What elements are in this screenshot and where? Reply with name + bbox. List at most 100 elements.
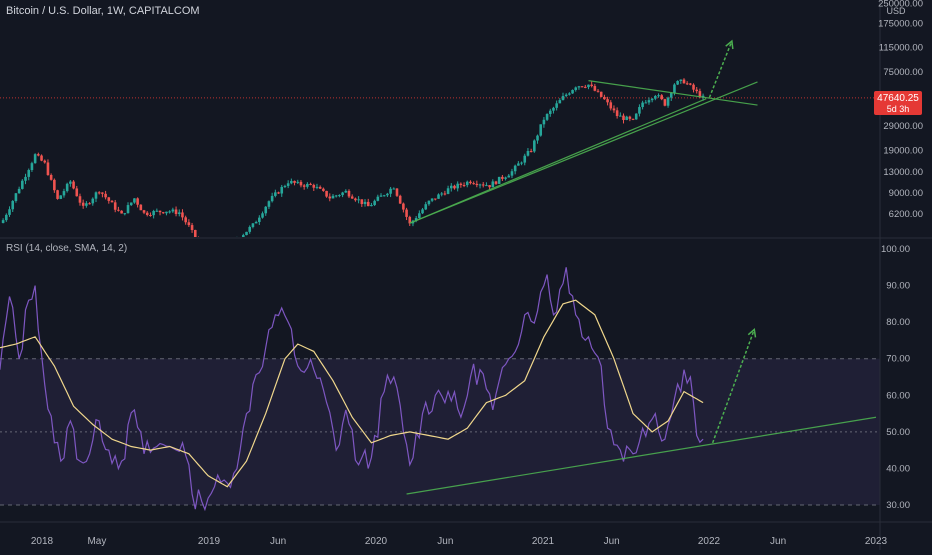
candle-body: [136, 198, 139, 205]
candle-body: [580, 86, 584, 88]
rsi-tick-label: 80.00: [886, 317, 910, 328]
candle-body: [507, 175, 511, 178]
candle-body: [165, 211, 168, 214]
price-tick-label: 75000.00: [883, 67, 923, 78]
candle-body: [325, 190, 328, 197]
candle-body: [472, 183, 475, 185]
candle-body: [78, 196, 82, 203]
price-pane[interactable]: [0, 39, 880, 237]
candle-body: [529, 151, 533, 153]
candle-body: [692, 84, 695, 90]
candle-body: [139, 204, 143, 211]
candle-body: [386, 193, 389, 196]
candle-body: [113, 202, 117, 210]
candle-body: [251, 223, 255, 227]
candle-body: [379, 195, 383, 197]
candle-body: [523, 155, 527, 163]
candle-body: [568, 93, 571, 95]
candle-body: [657, 95, 660, 97]
candle-body: [558, 100, 562, 104]
candle-body: [520, 162, 523, 164]
candle-body: [59, 195, 63, 199]
time-axis-label: 2019: [198, 536, 221, 547]
rsi-arrow-head: [747, 327, 757, 338]
candle-body: [638, 107, 641, 114]
rsi-tick-label: 60.00: [886, 390, 910, 401]
candle-body: [306, 183, 309, 187]
candle-body: [1, 220, 5, 223]
candle-body: [248, 226, 252, 232]
candle-body: [552, 107, 555, 111]
price-tick-label: 9000.00: [889, 188, 923, 199]
candle-body: [634, 113, 638, 120]
candle-body: [33, 154, 37, 164]
candle-body: [341, 192, 344, 196]
candle-body: [654, 95, 657, 99]
price-tick-label: 29000.00: [883, 121, 923, 132]
candle-body: [91, 198, 95, 204]
candle-body: [107, 197, 111, 201]
rsi-title: RSI (14, close, SMA, 14, 2): [6, 243, 127, 254]
candle-body: [315, 186, 319, 188]
candle-body: [539, 124, 543, 136]
candle-body: [312, 184, 316, 188]
candle-body: [354, 198, 357, 201]
candle-body: [171, 209, 175, 212]
candle-body: [274, 192, 277, 196]
candle-body: [673, 84, 676, 94]
candle-body: [299, 181, 303, 186]
candle-body: [161, 212, 165, 214]
candle-body: [494, 181, 498, 184]
candle-body: [392, 188, 396, 190]
candle-body: [596, 90, 600, 92]
candle-body: [698, 91, 702, 98]
candle-body: [5, 214, 8, 221]
candle-body: [360, 199, 364, 205]
rsi-pane[interactable]: [0, 267, 880, 512]
candle-body: [449, 185, 453, 189]
candle-body: [701, 95, 705, 98]
candle-body: [187, 222, 191, 226]
candle-body: [322, 188, 325, 191]
candle-body: [94, 192, 98, 199]
candle-body: [366, 201, 370, 207]
candle-body: [545, 113, 549, 120]
candle-body: [168, 211, 171, 213]
candle-body: [267, 201, 271, 207]
candle-body: [376, 196, 380, 201]
candle-body: [129, 202, 133, 206]
symbol-title: Bitcoin / U.S. Dollar, 1W, CAPITALCOM: [6, 5, 200, 17]
candle-body: [647, 100, 651, 103]
candle-body: [593, 86, 597, 91]
candle-body: [555, 103, 558, 108]
candle-body: [421, 209, 424, 214]
candle-body: [510, 171, 514, 176]
candle-body: [491, 181, 495, 188]
candle-body: [395, 188, 399, 196]
last-price-tag: 47640.25 5d 3h: [874, 91, 922, 115]
candle-body: [533, 140, 536, 152]
candle-body: [548, 110, 552, 114]
candle-body: [564, 94, 568, 97]
candle-body: [373, 200, 376, 205]
candle-body: [606, 99, 609, 103]
candle-body: [56, 190, 59, 199]
candle-body: [145, 212, 149, 215]
candle-body: [402, 203, 405, 210]
candle-body: [53, 179, 56, 191]
candle-body: [37, 154, 40, 156]
time-axis-label: 2021: [532, 536, 555, 547]
candle-body: [8, 209, 11, 215]
candle-body: [574, 87, 578, 90]
price-tag-box: [874, 91, 922, 115]
candle-body: [318, 186, 322, 189]
candle-body: [513, 165, 517, 172]
candle-body: [583, 86, 587, 88]
price-tick-label: 19000.00: [883, 145, 923, 156]
candle-body: [72, 181, 75, 189]
candle-body: [418, 213, 421, 219]
